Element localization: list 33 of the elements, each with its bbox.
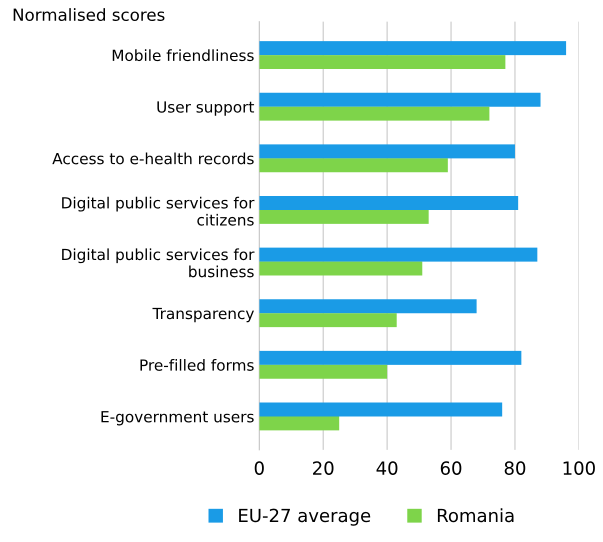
- legend-label: EU-27 average: [239, 508, 370, 526]
- legend-label: Romania: [438, 508, 514, 522]
- y-tick-label: E-government users: [101, 411, 254, 426]
- y-tick-label: Mobile friendliness: [112, 49, 254, 62]
- bar: [259, 262, 422, 276]
- bar: [259, 196, 518, 210]
- bar: [259, 158, 448, 172]
- bar: [259, 41, 566, 56]
- bar: [259, 106, 490, 121]
- y-tick-label: Digital public services for business: [62, 248, 254, 278]
- bar: [259, 416, 340, 430]
- bar: [259, 55, 506, 70]
- y-tick-label: Transparency: [152, 308, 254, 322]
- y-tick-label: Access to e-health records: [52, 152, 254, 164]
- bar: [259, 248, 538, 262]
- x-tick-label: 0: [254, 461, 264, 475]
- x-tick-label: 20: [313, 461, 334, 475]
- y-tick-label: Pre-filled forms: [140, 359, 254, 371]
- y-tick-label: User support: [157, 101, 254, 116]
- x-tick-label: 100: [564, 461, 595, 475]
- x-tick-label: 40: [376, 461, 398, 475]
- x-tick-label: 60: [440, 461, 462, 475]
- bar: [259, 350, 522, 365]
- bar: [259, 144, 515, 158]
- x-tick-label: 80: [504, 461, 526, 475]
- y-tick-label: Digital public services for citizens: [62, 196, 254, 226]
- bar: [259, 313, 397, 328]
- bar: [259, 402, 502, 416]
- bar: [259, 210, 429, 224]
- bar: [259, 364, 388, 379]
- text: Normalised scores: [14, 8, 164, 22]
- bar: [259, 299, 477, 314]
- bar: [259, 92, 541, 107]
